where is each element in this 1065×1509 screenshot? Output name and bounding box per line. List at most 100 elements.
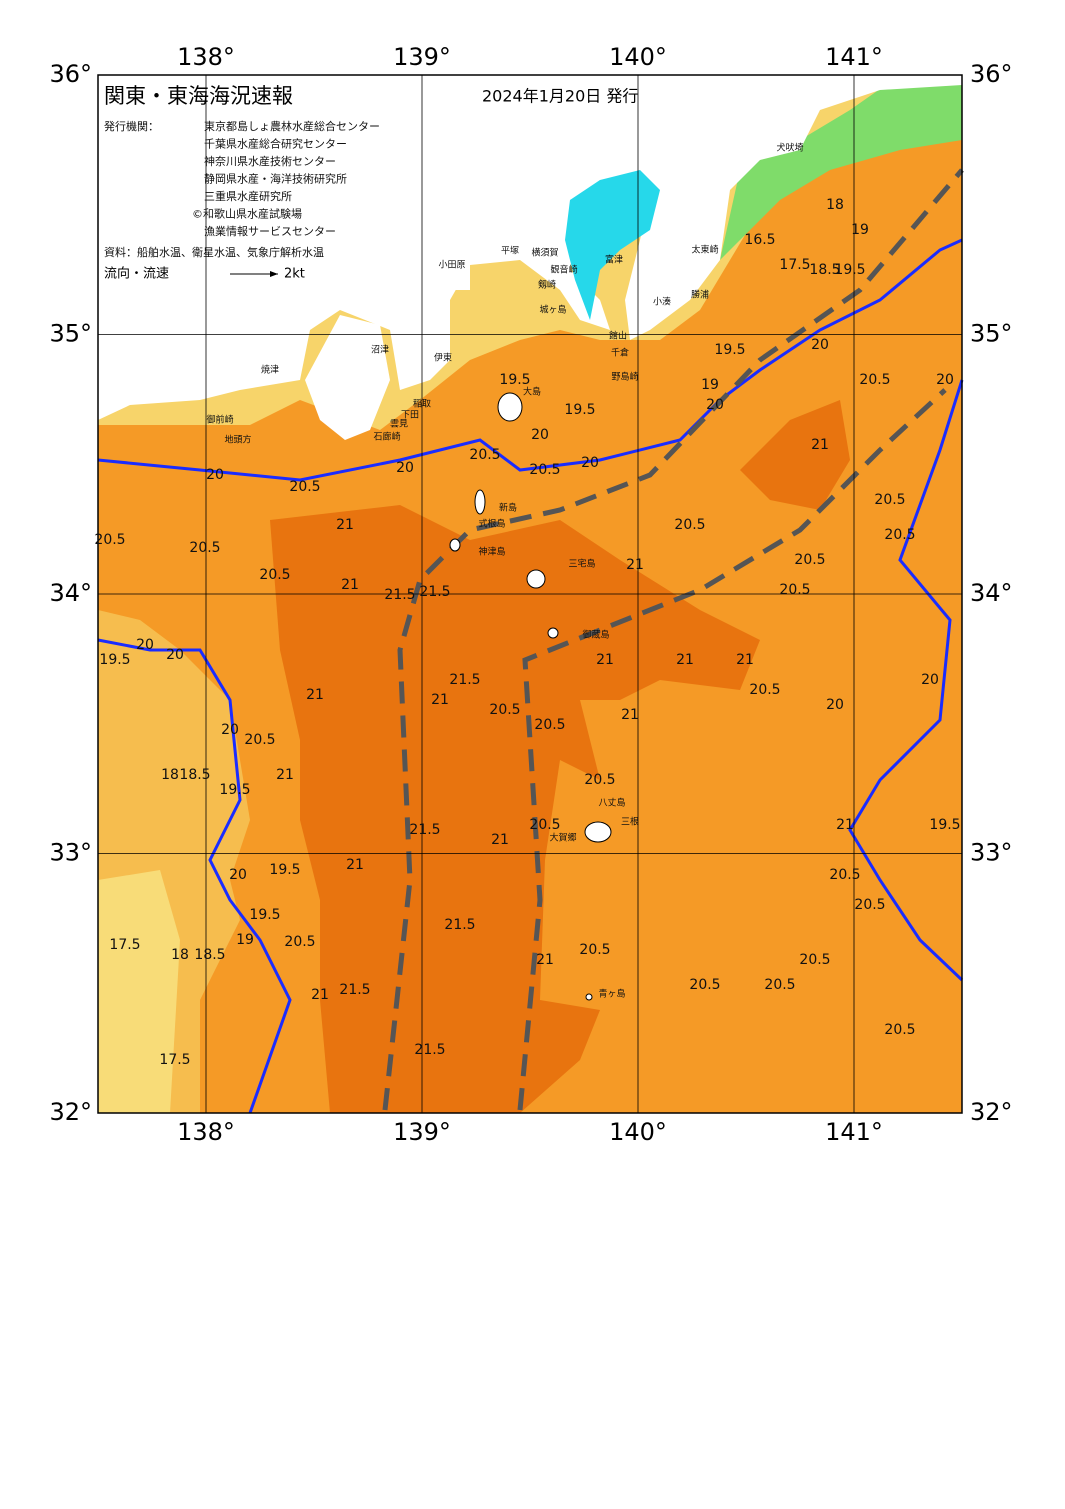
contour-label: 20 (531, 427, 549, 443)
contour-label: 20.5 (794, 552, 825, 568)
kuroshio-axis (517, 388, 947, 1111)
issuer: 静岡県水産・海洋技術研究所 (204, 172, 347, 186)
contour-label: 20 (826, 697, 844, 713)
contour-label: 19.5 (99, 652, 130, 668)
place-name: 三宅島 (568, 558, 595, 570)
place-name: 三根 (621, 816, 639, 828)
place-name: 城ヶ島 (539, 304, 566, 316)
issuer: 神奈川県水産技術センター (204, 154, 336, 168)
contour-label: 21 (811, 437, 829, 453)
isotherm (97, 638, 292, 1114)
place-name: 稲取 (413, 398, 431, 410)
place-name: 焼津 (261, 365, 279, 376)
place-name: 太東崎 (691, 244, 718, 256)
y-tick-label: 33° (49, 839, 92, 867)
y-tick-label: 32° (970, 1098, 1013, 1126)
contour-label: 20 (229, 867, 247, 883)
contour-label: 20.5 (579, 942, 610, 958)
contour-label: 20.5 (94, 532, 125, 548)
contour-label: 20.5 (189, 540, 220, 556)
y-tick-label: 36° (970, 60, 1013, 88)
contour-label: 21 (311, 987, 329, 1003)
x-tick-label: 139° (393, 43, 451, 71)
x-tick-label: 138° (177, 43, 235, 71)
place-name: 沼津 (371, 345, 389, 356)
place-name: 大賀郷 (549, 832, 576, 844)
contour-label: 20.5 (764, 977, 795, 993)
y-tick-label: 36° (49, 60, 92, 88)
contour-label: 21 (346, 857, 364, 873)
contour-label: 20.5 (859, 372, 890, 388)
contour-label: 18.5 (809, 262, 840, 278)
y-tick-label: 35° (970, 320, 1013, 348)
place-name: 平塚 (501, 246, 519, 257)
island (474, 489, 486, 515)
contour-label: 21 (276, 767, 294, 783)
contour-label: 21 (336, 517, 354, 533)
place-name: 犬吠埼 (776, 142, 803, 154)
contour-label: 18 (171, 947, 189, 963)
issuer: ©和歌山県水産試験場 (192, 207, 302, 221)
issuer: 東京都島しょ農林水産総合センター (204, 119, 380, 133)
flow-arrowhead (270, 271, 278, 277)
bay-water (565, 170, 660, 320)
contour-label: 20.5 (799, 952, 830, 968)
contour-label: 20 (396, 460, 414, 476)
contour-label: 20 (581, 455, 599, 471)
place-name: 剱崎 (538, 279, 556, 291)
contour-label: 17.5 (159, 1052, 190, 1068)
place-name: 小田原 (438, 260, 465, 271)
issuer: 漁業情報サービスセンター (204, 224, 336, 238)
issuer-label: 発行機関： (104, 119, 159, 133)
contour-label: 20.5 (779, 582, 810, 598)
place-name: 八丈島 (598, 797, 625, 809)
contour-label: 20.5 (689, 977, 720, 993)
contour-label: 17.5 (109, 937, 140, 953)
contour-label: 20 (706, 397, 724, 413)
contour-label: 21.5 (449, 672, 480, 688)
contour-label: 21.5 (384, 587, 415, 603)
contour-label: 21.5 (339, 982, 370, 998)
contour-label: 20 (936, 372, 954, 388)
contour-label: 21 (836, 817, 854, 833)
contour-label: 21.5 (444, 917, 475, 933)
place-name: 富津 (605, 254, 623, 266)
contour-label: 19.5 (269, 862, 300, 878)
y-tick-label: 34° (49, 579, 92, 607)
title: 関東・東海海況速報 (104, 84, 293, 108)
legend-box (100, 80, 470, 290)
y-tick-label: 32° (49, 1098, 92, 1126)
isotherm (97, 238, 963, 482)
y-tick-label: 35° (49, 320, 92, 348)
contour-label: 20.5 (874, 492, 905, 508)
contour-label: 18 (826, 197, 844, 213)
izu-peninsula (305, 315, 390, 440)
contour-label: 20 (811, 337, 829, 353)
place-name: 御前崎 (206, 414, 233, 426)
place-name: 横須賀 (531, 247, 558, 259)
contour-label: 20.5 (244, 732, 275, 748)
place-name: 野島崎 (611, 371, 638, 383)
place-name: 勝浦 (691, 289, 709, 301)
contour-label: 21 (431, 692, 449, 708)
isotherm (848, 379, 964, 982)
contour-label: 20.5 (584, 772, 615, 788)
contour-label: 20.5 (674, 517, 705, 533)
contour-label: 19.5 (249, 907, 280, 923)
island (449, 538, 461, 552)
contour-label: 21 (736, 652, 754, 668)
place-name: 式根島 (478, 518, 505, 530)
contour-label: 20.5 (534, 717, 565, 733)
contour-label: 20.5 (289, 479, 320, 495)
place-name: 伊東 (434, 352, 452, 364)
contour-label: 20.5 (854, 897, 885, 913)
island (584, 821, 612, 843)
contour-label: 21 (676, 652, 694, 668)
contour-label: 20.5 (489, 702, 520, 718)
place-name: 地頭方 (224, 434, 251, 446)
contour-label: 16.5 (744, 232, 775, 248)
kuroshio-axis (382, 168, 964, 1111)
contour-label: 21 (626, 557, 644, 573)
